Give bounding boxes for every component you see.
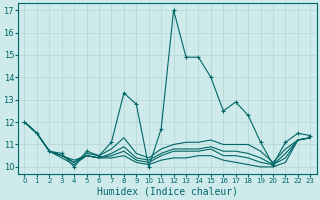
X-axis label: Humidex (Indice chaleur): Humidex (Indice chaleur) [97, 187, 238, 197]
